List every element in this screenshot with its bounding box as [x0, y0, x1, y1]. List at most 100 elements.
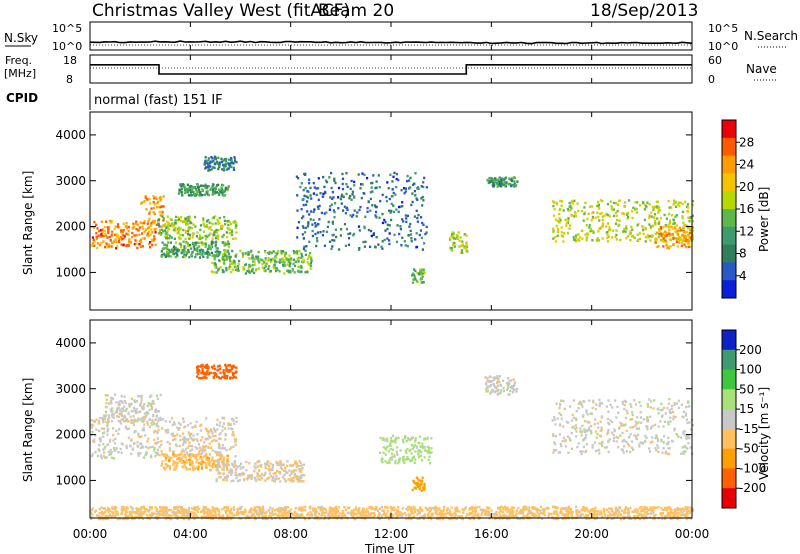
- velocity-cell: [552, 451, 555, 454]
- velocity-cell: [614, 399, 617, 402]
- velocity-cell: [632, 425, 635, 429]
- power-cell: [501, 182, 504, 186]
- power-cell: [399, 205, 402, 208]
- power-cell: [206, 254, 210, 257]
- power-cell: [362, 192, 365, 195]
- power-cell: [216, 162, 219, 165]
- power-cell: [421, 221, 424, 225]
- power-cell: [117, 223, 120, 226]
- power-cell: [597, 230, 600, 233]
- velocity-cell: [664, 452, 667, 455]
- velocity-cell: [112, 447, 116, 450]
- power-cell: [638, 237, 641, 240]
- power-cell: [226, 162, 229, 165]
- power-cell: [130, 235, 134, 239]
- power-cell: [416, 272, 419, 275]
- velocity-cell: [271, 468, 274, 471]
- velocity-cell: [156, 451, 159, 454]
- power-cell: [425, 231, 428, 234]
- velocity-cell: [235, 366, 238, 369]
- velocity-cell: [630, 517, 633, 521]
- power-cell: [221, 253, 225, 256]
- power-cell: [164, 235, 167, 238]
- velocity-cell: [192, 434, 195, 437]
- power-cell: [388, 232, 391, 235]
- velocity-cell: [302, 463, 305, 466]
- velocity-cell: [141, 417, 144, 420]
- power-cell: [296, 252, 299, 256]
- power-cell: [391, 188, 394, 191]
- power-cell: [261, 262, 264, 266]
- velocity-cell: [529, 510, 532, 513]
- velocity-cell: [118, 428, 121, 431]
- power-cell: [185, 216, 188, 219]
- velocity-cell: [198, 446, 201, 449]
- velocity-cell: [427, 450, 430, 453]
- power-cell: [552, 201, 555, 204]
- velocity-cell: [202, 508, 205, 512]
- velocity-cell: [121, 505, 124, 508]
- power-cell: [212, 271, 215, 274]
- power-cell: [555, 201, 558, 204]
- velocity-cell: [188, 515, 191, 518]
- velocity-cell: [639, 404, 642, 408]
- power-cell: [660, 232, 663, 235]
- velocity-cell: [125, 446, 128, 450]
- power-cell: [337, 207, 340, 210]
- power-cell: [623, 205, 626, 208]
- velocity-cell: [395, 508, 398, 512]
- velocity-cell: [620, 518, 623, 521]
- velocity-cell: [595, 436, 598, 439]
- power-cell: [555, 202, 558, 206]
- velocity-cell: [124, 510, 128, 513]
- velocity-cell: [404, 449, 407, 453]
- power-cell: [251, 267, 254, 271]
- power-cell: [178, 228, 181, 232]
- power-cell: [505, 181, 508, 184]
- velocity-cell: [274, 512, 277, 515]
- velocity-cell: [668, 411, 671, 414]
- velocity-cell: [222, 459, 225, 462]
- power-cell: [182, 220, 185, 224]
- velocity-cell: [595, 403, 598, 406]
- power-cell: [332, 209, 335, 212]
- velocity-cell: [170, 432, 173, 436]
- velocity-cell: [253, 465, 256, 468]
- power-cell: [228, 232, 231, 235]
- power-cell: [555, 218, 558, 221]
- velocity-cell: [666, 406, 669, 410]
- velocity-cell: [251, 514, 254, 517]
- power-cell: [606, 203, 610, 206]
- power-cell: [217, 220, 220, 223]
- power-cell: [408, 225, 411, 228]
- velocity-cell: [255, 509, 258, 512]
- power-cell: [566, 207, 569, 211]
- velocity-cell: [198, 507, 201, 510]
- velocity-cell: [300, 464, 303, 467]
- power-cell: [384, 229, 387, 232]
- velocity-cell: [380, 459, 383, 462]
- velocity-cell: [654, 436, 657, 440]
- velocity-cell: [493, 515, 496, 518]
- power-cell: [350, 198, 353, 201]
- power-cell: [215, 247, 218, 250]
- power-cell: [205, 225, 208, 228]
- velocity-cell: [288, 474, 291, 477]
- velocity-cell: [189, 422, 192, 425]
- velocity-cell: [579, 450, 582, 453]
- power-cell: [588, 224, 591, 227]
- power-cell: [163, 229, 166, 232]
- power-cell: [594, 216, 597, 219]
- power-cell: [244, 252, 247, 255]
- velocity-cell: [202, 456, 205, 459]
- velocity-cell: [236, 474, 239, 477]
- velocity-cell: [129, 505, 133, 509]
- power-cell: [654, 239, 657, 243]
- velocity-cell: [224, 463, 228, 467]
- power-cell: [318, 218, 321, 221]
- velocity-cell: [304, 509, 307, 512]
- velocity-cell: [301, 466, 304, 470]
- power-cell: [601, 218, 604, 222]
- power-cell: [346, 206, 349, 210]
- power-cell: [201, 241, 204, 244]
